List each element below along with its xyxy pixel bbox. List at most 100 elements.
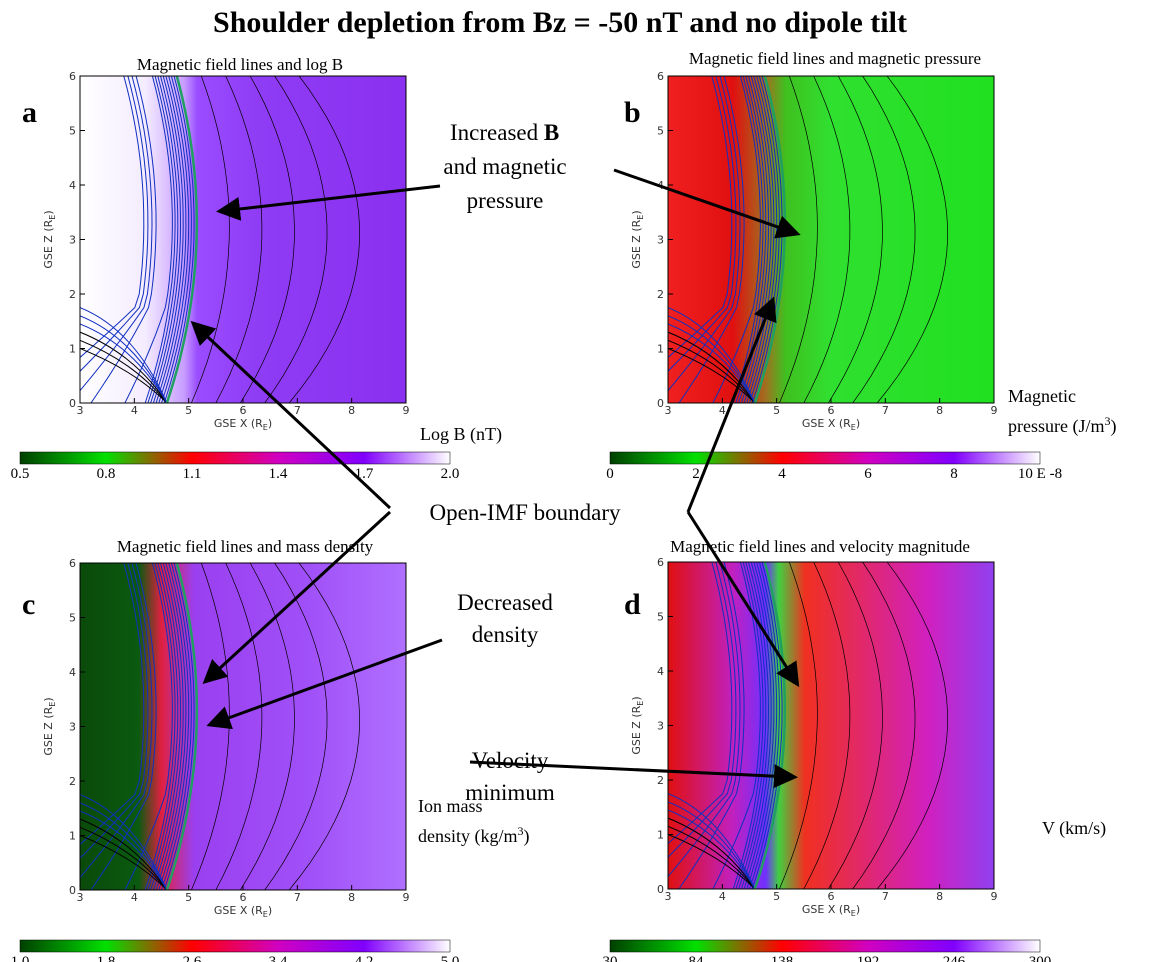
x-tick-label: 5 [773,890,780,903]
label-sub: E [636,215,645,220]
annotation: Decreased [457,590,553,615]
label-part: ) [42,210,55,214]
arrows [190,168,801,789]
colorbar-tick-label: 1.7 [355,466,374,482]
color-map [80,563,406,890]
contour-line [828,562,883,889]
label-part: ) [630,696,643,700]
field-line [712,562,761,889]
panel-title: Magnetic field lines and log B [137,55,343,74]
colorbar-label: density (kg/m3) [418,824,530,847]
field-line [678,562,745,889]
field-line [732,76,764,403]
x-axis-label: GSE X (RE) [214,417,272,432]
x-tick-label: 6 [240,404,247,417]
open-imf-boundary [165,76,199,403]
contour-line [828,76,883,403]
annotation-text: Increased [450,120,544,145]
colorbar-tick-label: 0 [606,466,614,482]
contour-line [215,563,263,890]
contour-line [803,76,851,403]
field-line [155,563,187,890]
field-line [163,563,195,890]
contour-line [264,76,328,403]
field-line [668,315,756,403]
y-tick-label: 2 [657,774,664,787]
field-line [751,562,783,889]
field-line [668,801,756,889]
y-tick-label: 3 [69,234,76,247]
arrow [686,296,777,513]
field-line [678,76,745,403]
field-line [743,562,775,889]
panel-title: Magnetic field lines and velocity magnit… [670,537,970,556]
field-line [668,323,756,403]
field-line [735,76,767,403]
y-tick-label: 3 [69,721,76,734]
colorbar-tick-label: 138 [771,954,794,962]
arrow [190,320,392,510]
y-tick-label: 4 [69,666,76,679]
contour-line [240,76,295,403]
field-line [738,562,770,889]
field-line [712,76,761,403]
field-line [668,817,756,889]
panel-letter: a [22,96,37,129]
colorbar [609,451,1041,465]
contour-line [803,562,851,889]
y-tick-label: 5 [657,611,664,624]
x-tick-label: 3 [77,404,84,417]
panel: Magnetic field lines and velocity magnit… [603,537,1107,962]
arrow [216,184,441,221]
colorbar [19,451,451,465]
colorbar-tick-label: 246 [943,954,966,962]
label-part: GSE X (R [802,417,851,430]
label-part: ) [856,903,860,916]
contour-line [264,563,328,890]
annotations: Increased B and magnetic pressure Open-I… [430,120,621,805]
arrow [469,760,798,789]
contour-line [288,563,360,890]
x-tick-label: 6 [828,404,835,417]
label-sub: E [263,423,268,432]
annotation: minimum [465,780,555,805]
field-line [746,76,778,403]
y-tick-label: 0 [657,883,664,896]
annotation: and magnetic [443,154,566,179]
y-tick-label: 1 [657,829,664,842]
x-tick-label: 9 [403,891,410,904]
panel: Magnetic field lines and mass density c 3 4… [11,537,530,962]
y-tick-label: 5 [69,125,76,138]
y-tick-label: 1 [69,830,76,843]
x-tick-label: 4 [131,891,138,904]
label-part: ) [268,904,272,917]
x-tick-label: 5 [185,891,192,904]
colorbar-tick-label: 3.4 [269,954,288,962]
panel-letter: b [624,96,641,129]
field-line [668,76,741,392]
x-tick-label: 6 [828,890,835,903]
y-axis-label: GSE Z (RE) [630,210,645,268]
colorbar-tick-label: 1.1 [183,466,202,482]
contour-line [779,76,818,403]
field-line [80,810,168,890]
field-line [668,562,737,858]
field-line [80,339,168,403]
colorbar-label: Magnetic [1008,386,1076,406]
label-part: ) [1110,416,1116,437]
arrow [202,510,392,685]
field-line [80,76,149,372]
colorbar-label: pressure (J/m3) [1008,414,1116,437]
field-line [80,818,168,890]
arrow [686,511,800,688]
field-line [746,562,778,889]
colorbar-tick-label: 10 E -8 [1018,466,1062,482]
field-line [80,563,153,879]
x-tick-label: 4 [719,404,726,417]
colorbar-tick-label: 6 [864,466,872,482]
field-line [740,562,772,889]
field-line [668,809,756,889]
y-tick-label: 6 [657,70,664,83]
field-line [668,339,756,403]
